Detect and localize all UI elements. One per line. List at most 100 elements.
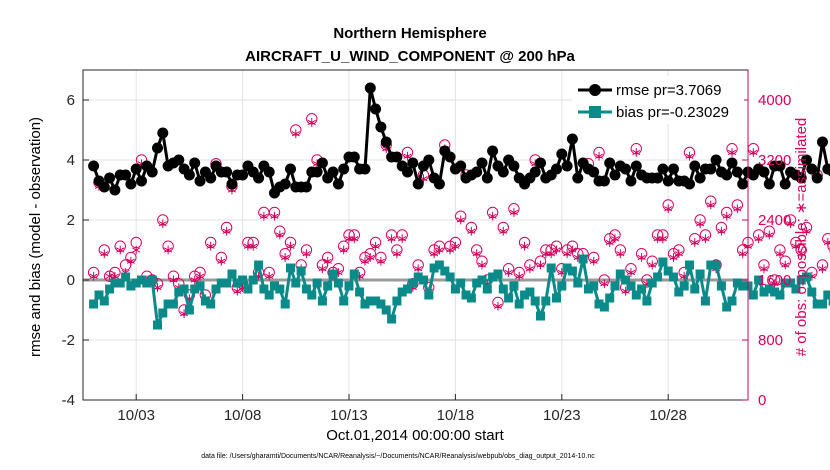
asterisk-stroke: [265, 273, 274, 279]
legend-rmse-marker: [589, 84, 601, 96]
bias-point: [243, 284, 253, 294]
bias-point: [780, 278, 790, 288]
obs-assimilated-marker: [722, 211, 731, 221]
y-left-tick-label: -4: [62, 392, 75, 409]
asterisk-stroke: [706, 202, 715, 208]
bias-point: [685, 260, 694, 270]
obs-assimilated-marker: [648, 260, 657, 270]
bias-point: [376, 299, 386, 309]
x-tick-label: 10/18: [437, 407, 475, 424]
rmse-point: [795, 172, 807, 184]
rmse-point: [694, 172, 706, 184]
legend: rmse pr=3.7069 bias pr=-0.23029: [572, 76, 744, 124]
asterisk-stroke: [100, 251, 109, 257]
bias-point: [679, 281, 689, 291]
bias-point: [360, 299, 370, 309]
bias-point: [828, 296, 830, 306]
bias-point: [557, 281, 567, 291]
bias-point: [493, 269, 503, 279]
obs-assimilated-marker: [100, 249, 109, 259]
asterisk-stroke: [664, 206, 673, 212]
rmse-point: [375, 121, 387, 133]
asterisk-stroke: [616, 251, 625, 257]
asterisk-stroke: [158, 221, 167, 227]
rmse-point: [183, 169, 195, 181]
asterisk-stroke: [791, 243, 800, 249]
bias-point: [434, 260, 444, 270]
bias-point: [610, 281, 620, 291]
bias-point: [153, 320, 162, 330]
asterisk-stroke: [509, 209, 518, 216]
rmse-point: [572, 172, 584, 184]
bias-point: [674, 287, 684, 297]
asterisk-stroke: [435, 247, 444, 253]
rmse-point: [763, 178, 775, 190]
obs-assimilated-marker: [674, 249, 683, 259]
asterisk-stroke: [456, 217, 465, 223]
asterisk-stroke: [477, 262, 487, 268]
bias-point: [807, 287, 817, 297]
obs-assimilated-marker: [775, 249, 784, 259]
rmse-point: [125, 178, 137, 190]
obs-assimilated-marker: [637, 253, 646, 262]
bias-point: [748, 290, 758, 300]
bias-point: [312, 278, 322, 288]
bias-point: [200, 296, 210, 306]
obs-assimilated-marker: [733, 204, 742, 214]
asterisk-stroke: [307, 119, 316, 126]
asterisk-stroke: [217, 258, 226, 264]
rmse-point: [157, 127, 169, 139]
y-right-ticks: 0 800 1600 2400 3200 4000: [742, 70, 791, 409]
asterisk-stroke: [717, 228, 726, 234]
rmse-point: [806, 163, 818, 175]
asterisk-stroke: [626, 269, 636, 276]
obs-assimilated-marker: [488, 211, 497, 221]
bias-point: [371, 296, 381, 306]
rmse-point: [630, 160, 642, 172]
obs-assimilated-marker: [727, 148, 737, 157]
bias-point: [722, 302, 732, 312]
obs-assimilated-marker: [797, 249, 806, 259]
bias-point: [754, 275, 764, 285]
obs-assimilated-marker: [600, 279, 609, 289]
obs-possible-marker: [827, 241, 830, 252]
obs-assimilated-marker: [323, 256, 332, 266]
asterisk-stroke: [488, 213, 497, 219]
obs-assimilated-marker: [291, 129, 300, 139]
obs-assimilated-marker: [132, 245, 141, 255]
asterisk-stroke: [594, 153, 604, 159]
obs-assimilated-marker: [158, 219, 167, 229]
asterisk-stroke: [339, 247, 348, 253]
obs-assimilated-marker: [222, 226, 231, 236]
bias-point: [110, 278, 120, 288]
obs-assimilated-marker: [392, 249, 401, 259]
obs-assimilated-marker: [451, 241, 460, 251]
obs-assimilated-marker: [190, 275, 199, 285]
bias-point: [605, 293, 615, 303]
rmse-point: [152, 142, 163, 154]
bias-point: [397, 287, 407, 297]
bias-point: [105, 284, 115, 294]
obs-assimilated-marker: [302, 249, 311, 259]
rmse-point: [705, 163, 717, 175]
asterisk-stroke: [733, 206, 742, 212]
y-left-tick-label: -2: [62, 332, 75, 349]
obs-assimilated-marker: [749, 148, 758, 157]
bias-point: [759, 287, 769, 297]
bias-point: [472, 278, 482, 288]
asterisk-stroke: [414, 266, 423, 272]
obs-assimilated-marker: [430, 249, 439, 259]
rmse-point: [380, 136, 392, 148]
bias-point: [823, 290, 830, 300]
bias-point: [546, 263, 556, 273]
asterisk-stroke: [376, 258, 385, 264]
rmse-point: [481, 172, 493, 184]
bias-point: [424, 290, 434, 300]
x-tick-label: 10/13: [330, 407, 368, 424]
rmse-point: [604, 157, 616, 169]
rmse-point: [774, 160, 786, 172]
bias-point: [509, 281, 519, 291]
bias-point: [147, 275, 157, 285]
rmse-point: [566, 133, 578, 145]
obs-assimilated-marker: [249, 241, 258, 251]
